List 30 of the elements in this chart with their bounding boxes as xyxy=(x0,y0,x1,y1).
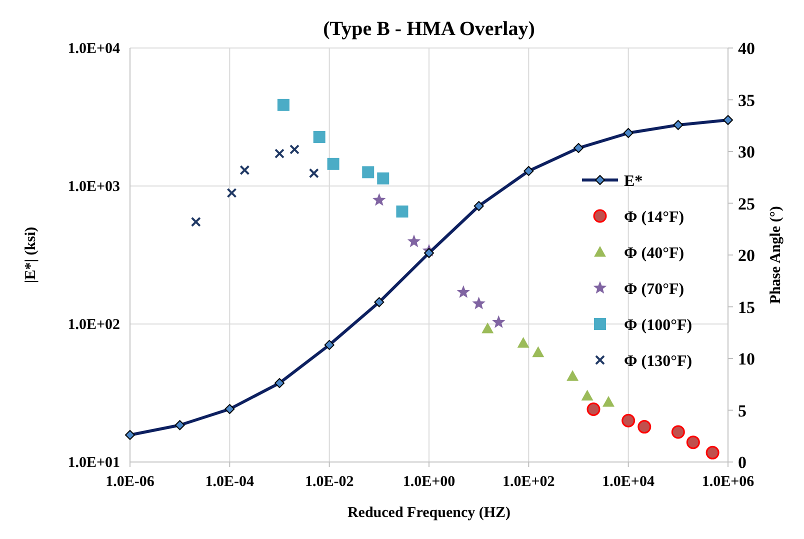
legend-label: E* xyxy=(624,173,643,190)
x-tick-label: 1.0E-06 xyxy=(106,474,155,490)
x-tick-label: 1.0E+06 xyxy=(702,474,755,490)
y2-tick-label: 30 xyxy=(738,142,755,162)
y2-axis-title: Phase Angle (°) xyxy=(768,206,784,304)
legend-label: Φ (100°F) xyxy=(624,317,692,334)
y-tick-label: 1.0E+03 xyxy=(68,179,120,195)
y-tick-label: 1.0E+01 xyxy=(68,455,120,471)
y-axis-title: |E*| (ksi) xyxy=(23,226,39,284)
x-tick-label: 1.0E+00 xyxy=(402,474,456,490)
x-tick-label: 1.0E-04 xyxy=(205,474,255,490)
legend-label: Φ (70°F) xyxy=(624,281,684,298)
legend-label: Φ (40°F) xyxy=(624,245,684,262)
y2-tick-label: 40 xyxy=(738,39,755,58)
y2-tick-label: 35 xyxy=(738,90,755,110)
x-axis-title: Reduced Frequency (HZ) xyxy=(347,505,511,521)
y2-tick-label: 5 xyxy=(738,401,746,420)
y-tick-label: 1.0E+02 xyxy=(68,317,120,333)
chart-title: (Type B - HMA Overlay) xyxy=(323,18,535,40)
y2-tick-label: 10 xyxy=(738,350,755,368)
x-tick-label: 1.0E+04 xyxy=(602,474,655,490)
y-tick-label: 1.0E+04 xyxy=(68,41,120,57)
x-tick-label: 1.0E+02 xyxy=(502,474,555,490)
y2-tick-label: 25 xyxy=(738,194,755,214)
x-tick-label: 1.0E-02 xyxy=(304,474,354,490)
y2-tick-label: 20 xyxy=(738,246,755,265)
legend-label: Φ (130°F) xyxy=(624,353,692,370)
legend-label: Φ (14°F) xyxy=(624,209,684,226)
y2-tick-label: 15 xyxy=(738,298,755,317)
y2-tick-label: 0 xyxy=(738,453,746,472)
